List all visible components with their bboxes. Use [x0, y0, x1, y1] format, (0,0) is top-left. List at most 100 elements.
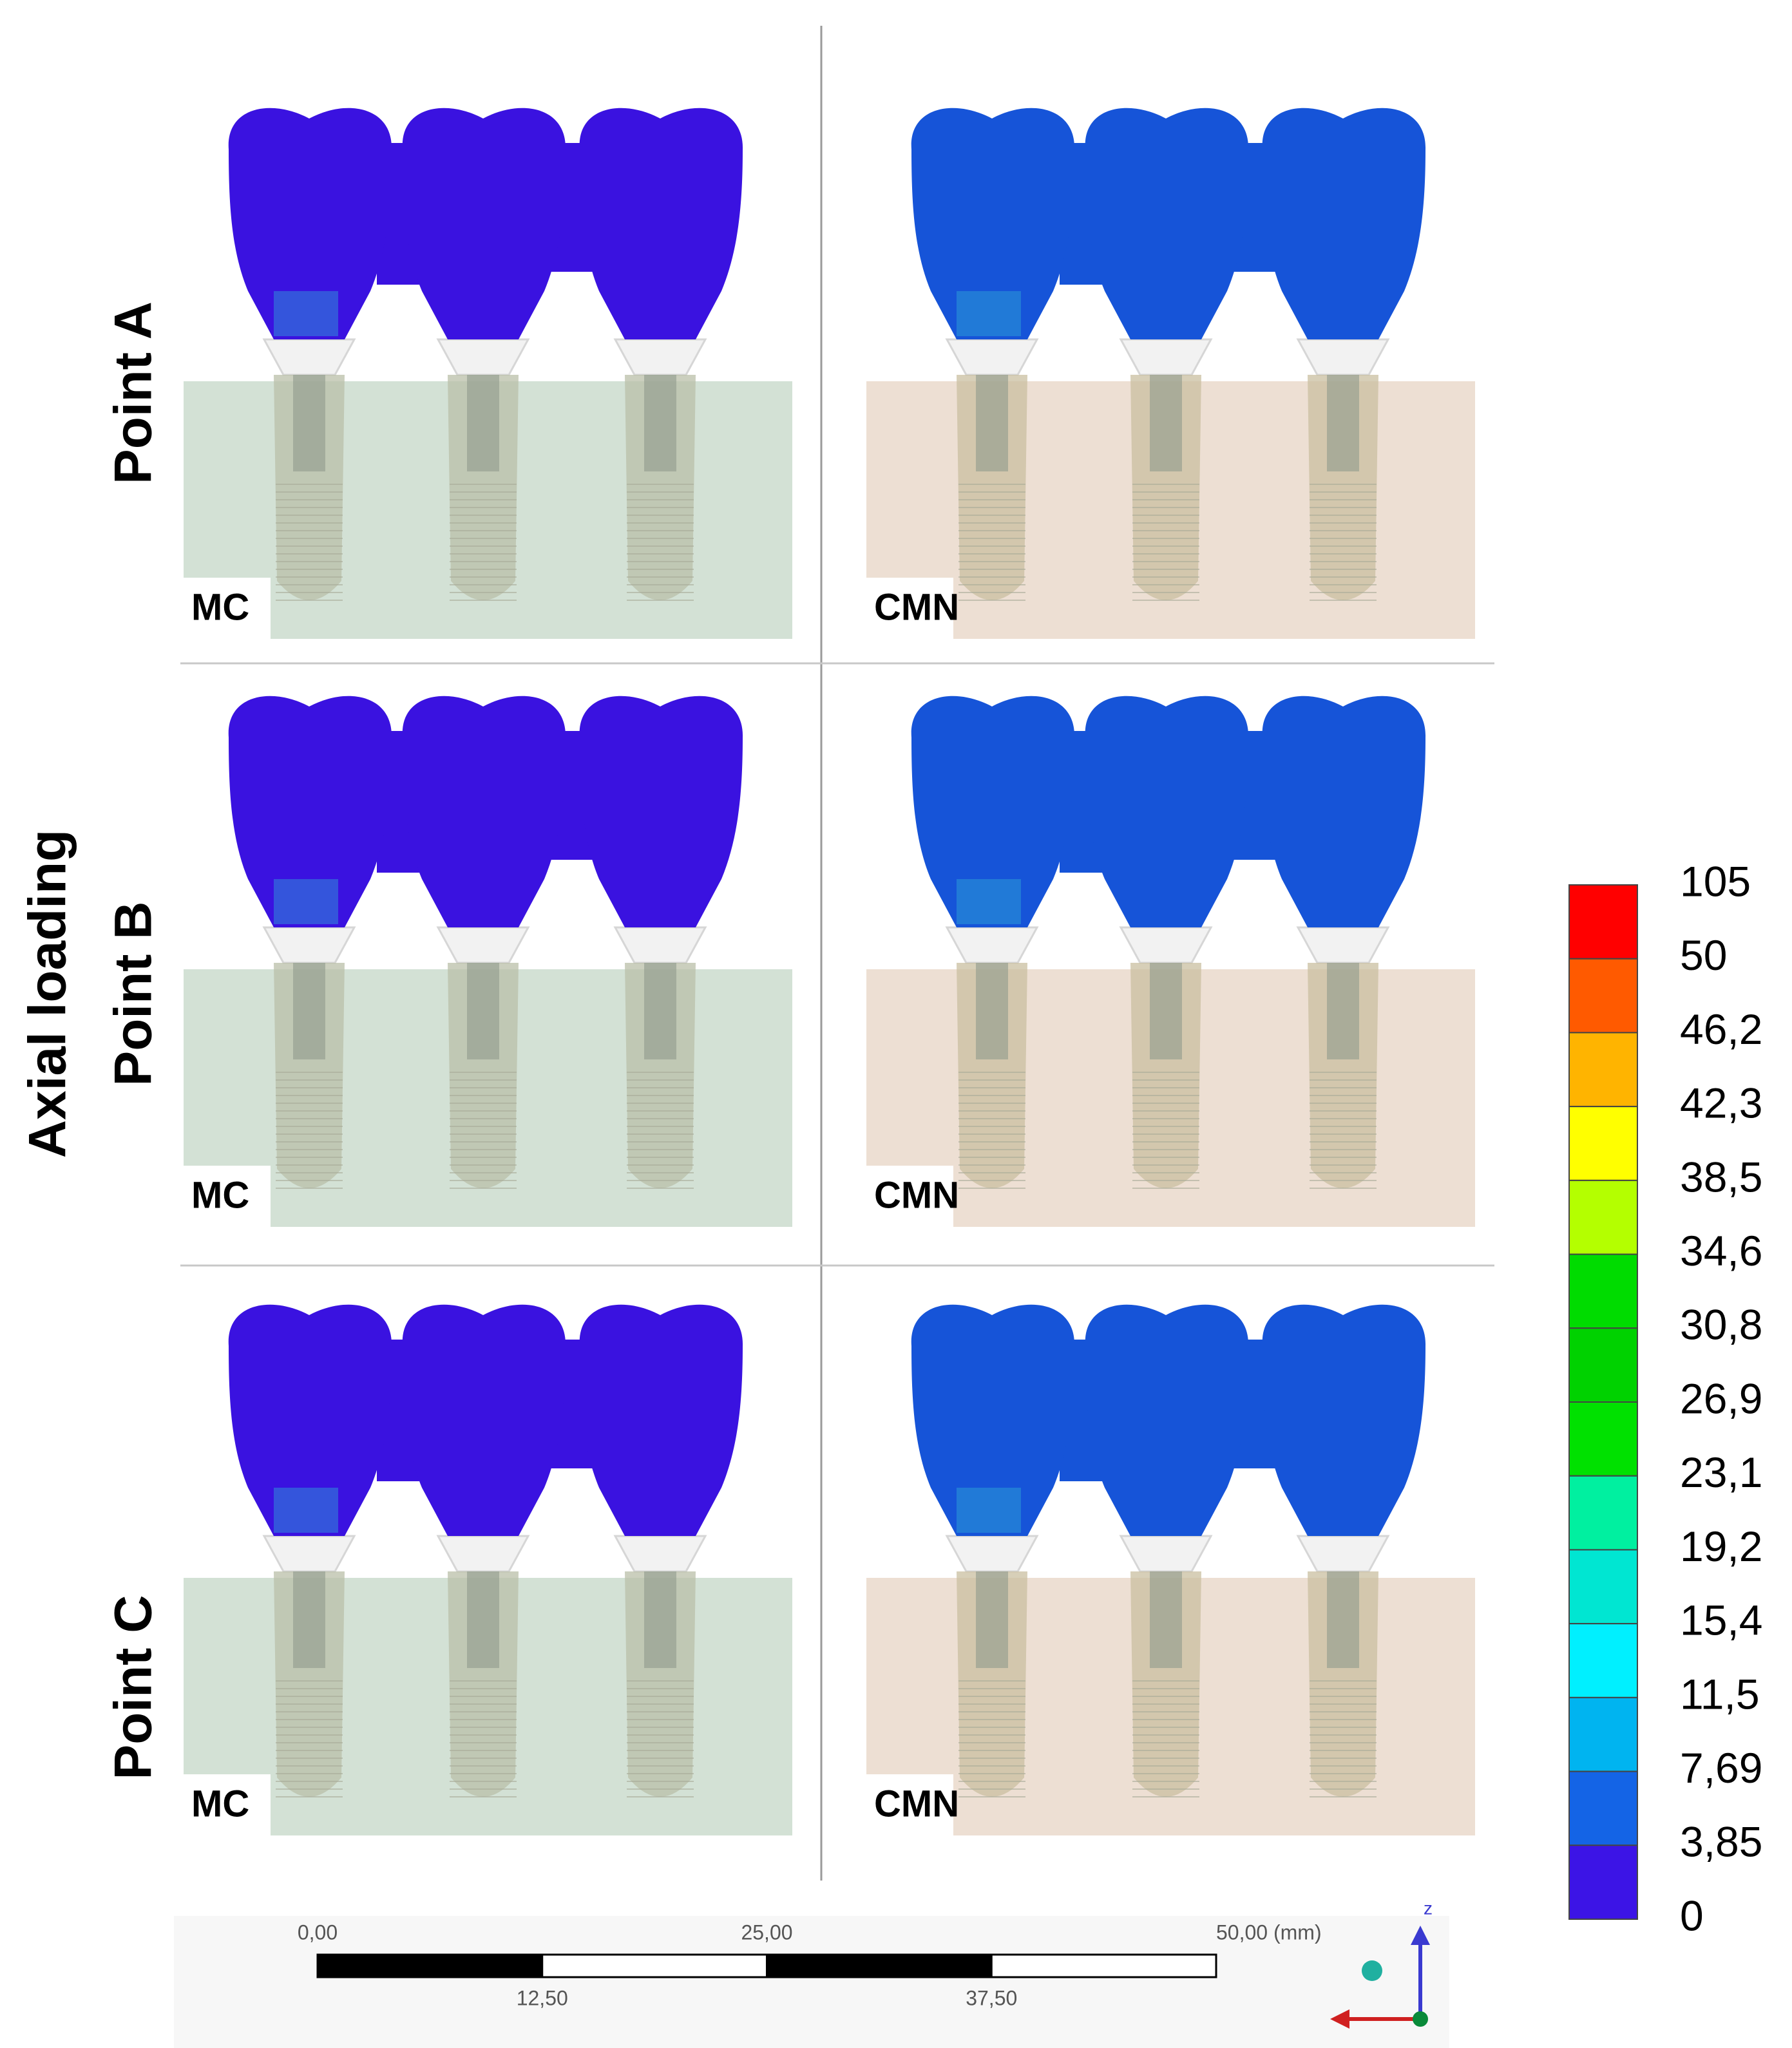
implant — [448, 1571, 519, 1797]
implant — [1308, 963, 1378, 1188]
implant-core — [976, 1571, 1008, 1668]
implant-core — [976, 963, 1008, 1059]
implant-core — [1150, 375, 1182, 471]
legend-label: 0 — [1680, 1892, 1704, 1939]
implant — [1308, 375, 1378, 600]
label-box — [184, 578, 271, 639]
axis-label: Axial loading — [19, 830, 77, 1158]
triad-x-arrow — [1330, 2009, 1349, 2029]
row-label: Point A — [104, 301, 163, 484]
legend-label: 23,1 — [1680, 1448, 1762, 1496]
crown — [1085, 696, 1249, 927]
panel-label: MC — [191, 1174, 249, 1216]
panel-label: MC — [191, 586, 249, 628]
legend-label: 50 — [1680, 931, 1727, 979]
panel: MC — [184, 696, 792, 1227]
legend-swatch — [1568, 884, 1638, 960]
implant-core — [293, 375, 325, 471]
legend-label: 11,5 — [1680, 1670, 1760, 1718]
row-label: Point B — [104, 902, 163, 1086]
legend-label: 105 — [1680, 857, 1751, 905]
scale-label: 37,50 — [966, 1986, 1017, 2009]
legend-swatch — [1568, 1770, 1638, 1846]
implant-core — [467, 1571, 499, 1668]
legend-swatch — [1568, 1844, 1638, 1920]
legend-swatch — [1568, 1179, 1638, 1255]
implant-core — [644, 375, 676, 471]
stress-highlight — [957, 879, 1021, 924]
legend-swatch — [1568, 1401, 1638, 1477]
crown — [1085, 108, 1249, 339]
implant-core — [293, 963, 325, 1059]
row-label: Point C — [104, 1595, 163, 1780]
implant — [1130, 963, 1201, 1188]
implant — [957, 963, 1027, 1188]
implant — [274, 963, 345, 1188]
panel: MC — [184, 1304, 792, 1835]
triad-z-arrow — [1411, 1926, 1430, 1945]
crown — [579, 696, 743, 927]
legend-label: 7,69 — [1680, 1744, 1762, 1792]
implant — [274, 1571, 345, 1797]
implant-core — [644, 1571, 676, 1668]
triad-origin — [1413, 2011, 1428, 2027]
legend-label: 15,4 — [1680, 1597, 1762, 1644]
scale-label: 0,00 — [298, 1920, 338, 1944]
scale-area — [174, 1916, 1449, 2048]
legend-swatch — [1568, 1549, 1638, 1625]
implant — [957, 375, 1027, 600]
triad-label: z — [1424, 1898, 1433, 1918]
legend-swatch — [1568, 1032, 1638, 1108]
legend-label: 46,2 — [1680, 1005, 1762, 1053]
scale-label: 25,00 — [741, 1920, 792, 1944]
legend-swatch — [1568, 1106, 1638, 1181]
implant-core — [1327, 375, 1359, 471]
implant-core — [1150, 963, 1182, 1059]
scale-segment — [316, 1953, 544, 1978]
legend-swatch — [1568, 1623, 1638, 1698]
panel-label: MC — [191, 1783, 249, 1825]
implant-core — [467, 963, 499, 1059]
implant-core — [976, 375, 1008, 471]
implant — [448, 375, 519, 600]
legend-swatch — [1568, 1327, 1638, 1403]
implant — [448, 963, 519, 1188]
implant — [1308, 1571, 1378, 1797]
stress-highlight — [274, 1488, 338, 1533]
stress-highlight — [274, 291, 338, 336]
crown — [1262, 1304, 1426, 1536]
crown — [1262, 696, 1426, 927]
scale-label: 12,50 — [517, 1986, 568, 2009]
scale-segment — [541, 1953, 768, 1978]
implant-core — [1150, 1571, 1182, 1668]
label-box — [184, 1774, 271, 1835]
triad-view — [1362, 1960, 1382, 1981]
legend-label: 42,3 — [1680, 1079, 1762, 1127]
crown — [1085, 1304, 1249, 1536]
stress-highlight — [957, 291, 1021, 336]
panel-label: CMN — [874, 1783, 959, 1825]
crown — [579, 1304, 743, 1536]
implant-core — [1327, 963, 1359, 1059]
scale-segment — [766, 1953, 993, 1978]
panel-label: CMN — [874, 586, 959, 628]
scale-segment — [990, 1953, 1217, 1978]
panel: MC — [184, 108, 792, 639]
legend-label: 19,2 — [1680, 1522, 1762, 1570]
implant — [1130, 375, 1201, 600]
crown — [228, 108, 392, 339]
legend-label: 34,6 — [1680, 1227, 1762, 1275]
scale-label: 50,00 (mm) — [1216, 1920, 1322, 1944]
implant — [274, 375, 345, 600]
crown — [579, 108, 743, 339]
stress-highlight — [274, 879, 338, 924]
legend-label: 38,5 — [1680, 1153, 1762, 1200]
crown — [911, 696, 1075, 927]
legend-label: 26,9 — [1680, 1374, 1762, 1422]
crown — [911, 108, 1075, 339]
label-box — [184, 1166, 271, 1227]
panel: CMN — [866, 696, 1475, 1227]
implant — [957, 1571, 1027, 1797]
